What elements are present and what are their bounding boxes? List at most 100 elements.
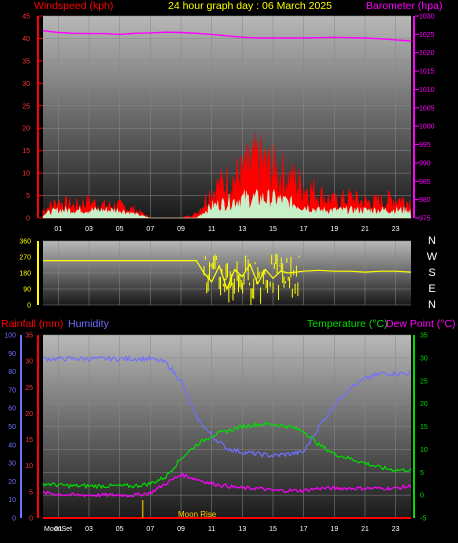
rainfall-axis-label: Rainfall (mm) [1,318,63,330]
barometer-y-tick-label: 980 [419,197,431,204]
barometer-series [42,30,412,42]
wind-x-tick-label: 23 [392,226,400,233]
humidity-y-tick-label: 50 [8,424,16,431]
humidity-y-tick-label: 40 [8,442,16,449]
barometer-y-tick-label: 1030 [419,14,435,21]
wind-y-tick-label: 40 [22,36,30,43]
direction-y-tick-label: 270 [19,255,31,262]
rain-y-tick-label: 20 [25,411,33,418]
wind-x-tick-label: 09 [177,226,185,233]
temp-y-tick-label: 5 [420,470,424,477]
humidity-y-tick-label: 10 [8,497,16,504]
barometer-axis-label: Barometer (hpa) [366,0,442,12]
wind-y-tick-label: 10 [22,171,30,178]
tick-labels: 4540353025201510501030102510201015101010… [4,14,437,534]
barometer-y-tick-label: 1010 [419,87,435,94]
wind-y-tick-label: 20 [22,126,30,133]
wind-x-tick-label: 19 [330,226,338,233]
rain-y-tick-label: 10 [25,463,33,470]
direction-series [43,260,412,291]
compass-label: S [428,267,435,279]
wind-x-tick-label: 03 [85,226,93,233]
wind-y-tick-label: 45 [22,14,30,21]
humidity-series [42,355,412,458]
axis-lines [20,15,419,518]
rain-y-tick-label: 5 [29,489,33,496]
climate-x-tick-label: 21 [361,526,369,533]
humidity-y-tick-label: 20 [8,479,16,486]
compass-label: E [428,283,435,295]
climate-x-tick-label: 15 [269,526,277,533]
barometer-y-tick-label: 1005 [419,105,435,112]
windspeed-series [42,133,412,219]
rain-y-tick-label: 25 [25,385,33,392]
wind-x-tick-label: 07 [146,226,154,233]
temp-y-tick-label: 10 [420,447,428,454]
barometer-y-tick-label: 1000 [419,124,435,131]
climate-x-tick-label: 05 [116,526,124,533]
series-layer [42,30,412,519]
wind-x-tick-label: 21 [361,226,369,233]
wind-x-tick-label: 15 [269,226,277,233]
rain-y-tick-label: 15 [25,437,33,444]
rain-y-tick-label: 0 [29,516,33,523]
barometer-y-tick-label: 975 [419,216,431,223]
wind-y-tick-label: 0 [26,216,30,223]
humidity-y-tick-label: 60 [8,406,16,413]
wind-x-tick-label: 17 [300,226,308,233]
gust-series [42,188,412,219]
climate-x-tick-label: 01 [54,526,62,533]
rain-y-tick-label: 30 [25,359,33,366]
direction-y-tick-label: 0 [27,303,31,310]
moon-rise-label: Moon Rise [178,510,217,519]
humidity-y-tick-label: 30 [8,461,16,468]
barometer-y-tick-label: 995 [419,142,431,149]
climate-x-tick-label: 07 [146,526,154,533]
wind-y-tick-label: 5 [26,193,30,200]
temp-y-tick-label: 25 [420,378,428,385]
temp-y-tick-label: 0 [420,493,424,500]
barometer-y-tick-label: 1025 [419,32,435,39]
wind-y-tick-label: 35 [22,58,30,65]
barometer-y-tick-label: 990 [419,160,431,167]
barometer-y-tick-label: 1020 [419,50,435,57]
climate-x-tick-label: 23 [392,526,400,533]
wind-x-tick-label: 01 [54,226,62,233]
temp-y-tick-label: 35 [420,333,428,340]
moonset-x-label: MoonSet [44,526,72,533]
rain-y-tick-label: 35 [25,333,33,340]
windspeed-axis-label: Windspeed (kph) [34,0,113,12]
direction-y-tick-label: 360 [19,239,31,246]
humidity-y-tick-label: 0 [12,516,16,523]
compass-label: W [427,251,438,263]
direction-y-tick-label: 90 [23,287,31,294]
climate-x-tick-label: 13 [238,526,246,533]
humidity-y-tick-label: 80 [8,369,16,376]
dewpoint-series [42,471,412,498]
wind-x-tick-label: 11 [208,226,215,233]
barometer-y-tick-label: 985 [419,179,431,186]
temperature-axis-label: Temperature (°C) [307,318,388,330]
climate-x-tick-label: 09 [177,526,185,533]
climate-x-tick-label: 11 [208,526,215,533]
chart-title: 24 hour graph day : 06 March 2025 [168,0,332,12]
compass-label: N [428,299,436,311]
temp-y-tick-label: 30 [420,355,428,362]
climate-x-tick-label: 03 [85,526,93,533]
humidity-axis-label: Humidity [68,318,110,330]
temp-y-tick-label: 20 [420,401,428,408]
climate-x-tick-label: 19 [330,526,338,533]
wind-x-tick-label: 05 [116,226,124,233]
humidity-y-tick-label: 70 [8,387,16,394]
direction-y-tick-label: 180 [19,271,31,278]
compass-label: N [428,235,436,247]
wind-y-tick-label: 30 [22,81,30,88]
climate-x-tick-label: 17 [300,526,308,533]
humidity-y-tick-label: 90 [8,351,16,358]
wind-y-tick-label: 25 [22,103,30,110]
dewpoint-axis-label: Dew Point (°C) [386,318,456,330]
humidity-y-tick-label: 100 [4,333,16,340]
temperature-series [42,421,412,490]
